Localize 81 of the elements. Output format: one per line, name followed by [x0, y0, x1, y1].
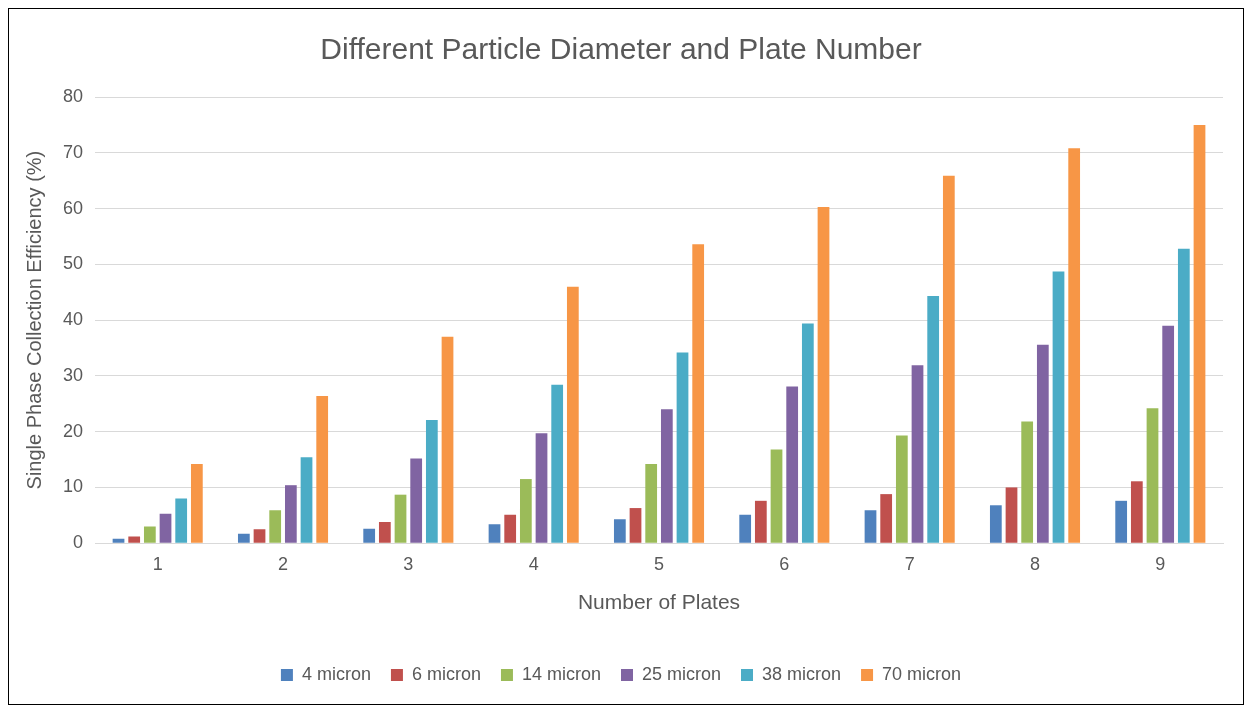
bar	[692, 244, 705, 543]
y-tick-label: 50	[62, 253, 84, 274]
y-tick-label: 80	[62, 85, 84, 106]
legend-label: 4 micron	[301, 663, 371, 684]
bar	[660, 409, 673, 543]
y-tick-label: 70	[62, 141, 84, 162]
bar	[1068, 148, 1081, 543]
x-tick-label: 3	[403, 553, 414, 574]
x-tick-label: 6	[779, 553, 790, 574]
bar	[363, 528, 376, 543]
bar	[441, 336, 454, 543]
bar	[425, 419, 438, 543]
bar	[519, 479, 532, 543]
x-tick-label: 4	[528, 553, 539, 574]
bar	[300, 457, 313, 543]
x-tick-label: 2	[278, 553, 289, 574]
y-axis-title: Single Phase Collection Efficiency (%)	[22, 150, 45, 490]
y-tick-label: 30	[62, 364, 84, 385]
chart-title: Different Particle Diameter and Plate Number	[320, 32, 922, 66]
bar	[629, 508, 642, 543]
x-axis-title: Number of Plates	[577, 590, 741, 614]
bar	[864, 510, 877, 543]
legend-label: 14 micron	[521, 663, 601, 684]
bar	[1193, 124, 1206, 543]
bar	[128, 536, 141, 543]
bar	[1146, 408, 1159, 543]
legend-label: 38 micron	[762, 663, 842, 684]
bar	[739, 514, 752, 543]
bar	[143, 526, 156, 543]
bar	[911, 365, 924, 543]
bar	[284, 485, 297, 543]
bar	[112, 538, 125, 543]
bar	[1052, 271, 1065, 543]
bar	[378, 522, 391, 543]
x-tick-label: 8	[1030, 553, 1041, 574]
bar	[786, 386, 799, 543]
bar	[1021, 421, 1034, 543]
bar	[410, 458, 423, 543]
bar	[801, 323, 814, 543]
legend-label: 25 micron	[641, 663, 722, 684]
y-tick-label: 60	[62, 197, 84, 218]
bar	[1130, 481, 1143, 543]
bar	[237, 533, 250, 543]
legend-label: 6 micron	[411, 663, 481, 684]
x-tick-label: 9	[1155, 553, 1166, 574]
y-tick-label: 40	[62, 309, 84, 330]
bar	[613, 519, 626, 543]
x-tick-label: 7	[904, 553, 915, 574]
bar	[880, 494, 893, 543]
bar	[770, 449, 783, 543]
bar	[989, 505, 1002, 543]
bar	[253, 529, 266, 543]
bar	[316, 395, 329, 543]
bar	[942, 175, 955, 543]
bar	[895, 435, 908, 543]
y-tick-label: 20	[62, 420, 84, 441]
bar	[754, 500, 767, 543]
bar	[676, 352, 689, 543]
bar	[175, 498, 188, 543]
x-tick-label: 1	[152, 553, 163, 574]
bar	[269, 510, 282, 543]
bar	[1177, 248, 1190, 543]
bar	[1162, 325, 1175, 543]
bar	[159, 513, 172, 543]
bar	[1036, 344, 1049, 543]
bar	[504, 514, 517, 543]
bar	[394, 494, 407, 543]
bar	[566, 286, 579, 543]
x-tick-label: 5	[654, 553, 665, 574]
bar	[817, 206, 830, 543]
bar	[535, 433, 548, 543]
bar	[645, 464, 658, 543]
y-tick-label: 0	[73, 532, 84, 553]
bar	[488, 524, 501, 543]
bar	[1005, 487, 1018, 543]
bar	[551, 384, 564, 543]
legend-label: 70 micron	[882, 663, 962, 684]
bar	[927, 296, 940, 543]
bar	[190, 464, 203, 543]
y-tick-label: 10	[62, 476, 84, 497]
bar	[1115, 500, 1128, 543]
